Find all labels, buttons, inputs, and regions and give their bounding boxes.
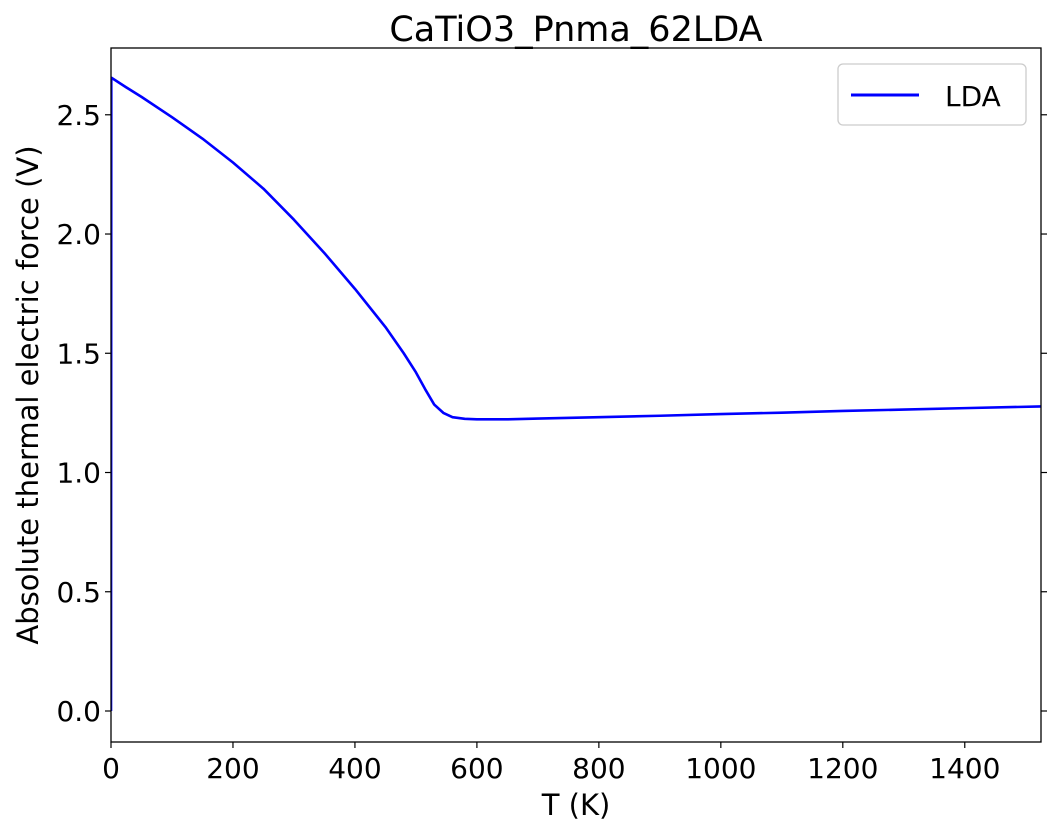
legend-label-lda: LDA bbox=[945, 80, 1001, 113]
series-line-lda bbox=[111, 76, 1041, 712]
x-tick-label: 400 bbox=[328, 752, 381, 785]
y-tick-label: 1.0 bbox=[56, 457, 101, 490]
x-axis-label: T (K) bbox=[541, 788, 611, 822]
plot-area-frame bbox=[110, 47, 1042, 743]
x-tick-label: 600 bbox=[450, 752, 503, 785]
y-tick-label: 0.5 bbox=[56, 576, 101, 609]
x-tick-label: 1000 bbox=[685, 752, 756, 785]
y-tick-label: 0.0 bbox=[56, 695, 101, 728]
x-tick-label: 200 bbox=[206, 752, 259, 785]
chart-title: CaTiO3_Pnma_62LDA bbox=[389, 10, 762, 50]
x-tick-label: 1400 bbox=[929, 752, 1000, 785]
legend-box bbox=[837, 63, 1027, 126]
y-tick-label: 2.5 bbox=[56, 99, 101, 132]
legend: LDA bbox=[837, 63, 1027, 126]
x-tick-label: 800 bbox=[572, 752, 625, 785]
y-tick-label: 1.5 bbox=[56, 337, 101, 370]
x-tick-label: 0 bbox=[102, 752, 120, 785]
y-tick-label: 2.0 bbox=[56, 218, 101, 251]
x-tick-label: 1200 bbox=[807, 752, 878, 785]
y-axis-label: Absolute thermal electric force (V) bbox=[11, 145, 45, 644]
